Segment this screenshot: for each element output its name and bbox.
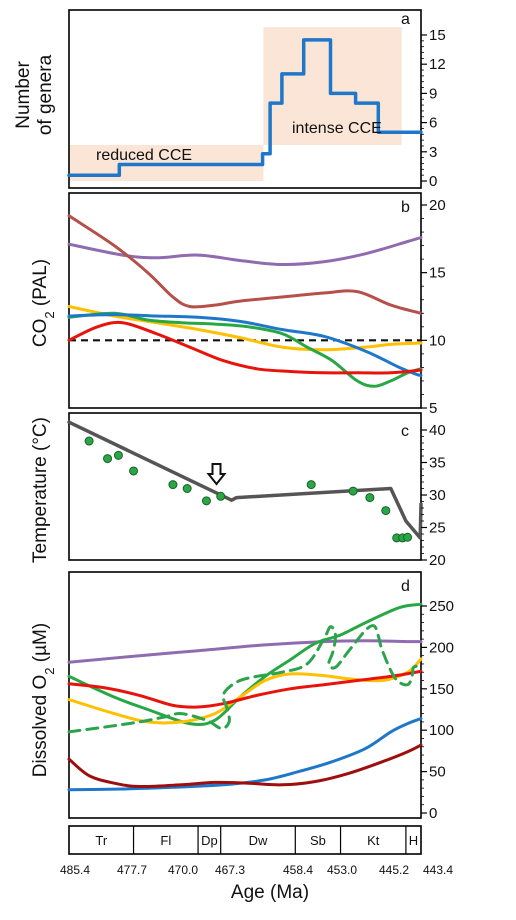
- stage-label: Kt: [367, 833, 380, 848]
- panel-frame-b: [68, 192, 422, 409]
- ytick-label-a: 0: [429, 173, 437, 190]
- co2-line-red: [67, 320, 423, 375]
- ytick-label-b: 5: [429, 400, 437, 417]
- co2-line-yellow: [67, 305, 423, 352]
- o2-line-blue: [67, 717, 423, 792]
- ytick-label-c: 35: [429, 455, 446, 472]
- ytick-label-b: 15: [429, 265, 446, 282]
- ytick-label-a: 15: [429, 27, 446, 44]
- stage-bar: Tr Fl Dp Dw Sb Kt H: [68, 825, 422, 855]
- panel-label-b: b: [401, 199, 410, 216]
- temperature-point: [381, 506, 391, 516]
- ylabel-a-line1: Number: [13, 61, 34, 129]
- ytick-label-a: 6: [429, 115, 437, 132]
- ytick-label-c: 25: [429, 520, 446, 537]
- ytick-label-d: 250: [429, 598, 454, 615]
- panel-label-c: c: [401, 423, 409, 440]
- o2-line-purple: [67, 639, 423, 664]
- age-tick-labels: 485.4 477.7 470.0 467.3 458.4 453.0 445.2 443.4: [60, 863, 453, 877]
- ytick-label-d: 50: [429, 764, 446, 781]
- ytick-label-b: 20: [429, 197, 446, 214]
- stage-bar-frame: [68, 825, 422, 855]
- panel-frame-d: [68, 571, 422, 819]
- annotation-intense-cce: intense CCE: [292, 120, 382, 137]
- stage-label: H: [409, 833, 418, 848]
- ytick-label-c: 20: [429, 552, 446, 569]
- stage-label: Dp: [201, 833, 218, 848]
- temperature-point: [129, 466, 139, 476]
- stage-label: Fl: [160, 833, 171, 848]
- age-tick-label: 445.2: [379, 863, 409, 877]
- ytick-label-a: 3: [429, 144, 437, 161]
- age-tick-label: 443.4: [423, 863, 453, 877]
- y-axis-ticks: 0 3 6 9 12 15 5 10 15 20 20 25 30 35 40 0 50 100 150 200 250: [421, 27, 454, 822]
- ytick-label-b: 10: [429, 332, 446, 349]
- temperature-point: [201, 496, 211, 506]
- ytick-label-c: 40: [429, 422, 446, 439]
- annotation-reduced-cce: reduced CCE: [96, 147, 192, 164]
- ylabel-c: Temperature (°C): [30, 417, 51, 563]
- age-tick-label: 485.4: [60, 863, 90, 877]
- o2-line-green: [67, 602, 423, 727]
- co2-line-brown: [67, 214, 423, 315]
- temperature-trend-line: [67, 420, 423, 540]
- temperature-point: [168, 480, 178, 490]
- co2-line-purple: [67, 236, 423, 267]
- stage-label: Sb: [310, 833, 326, 848]
- temperature-point: [84, 436, 94, 446]
- stage-label: Dw: [249, 833, 268, 848]
- age-tick-label: 467.3: [215, 863, 245, 877]
- ytick-label-d: 150: [429, 681, 454, 698]
- o2-dashed-line: [67, 624, 423, 734]
- age-tick-label: 453.0: [327, 863, 357, 877]
- panel-frame-c: [68, 412, 422, 561]
- ytick-label-a: 12: [429, 56, 446, 73]
- temperature-point: [113, 450, 123, 460]
- temperature-point: [306, 480, 316, 490]
- x-axis-title: Age (Ma): [231, 882, 309, 903]
- age-tick-label: 477.7: [117, 863, 147, 877]
- down-arrow-icon: [206, 463, 227, 486]
- temperature-point: [365, 493, 375, 503]
- ylabel-d: Dissolved O2 (µM): [30, 623, 57, 777]
- ytick-label-d: 200: [429, 639, 454, 656]
- temperature-point: [182, 484, 192, 493]
- o2-line-darkred: [67, 743, 423, 789]
- temperature-point: [216, 491, 226, 501]
- o2-line-red: [67, 669, 423, 709]
- ylabel-a-line2: of genera: [35, 54, 56, 135]
- ytick-label-d: 100: [429, 722, 454, 739]
- ytick-label-a: 9: [429, 85, 437, 102]
- ytick-label-d: 0: [429, 805, 437, 822]
- age-tick-label: 470.0: [168, 863, 198, 877]
- temperature-point: [348, 486, 358, 496]
- data-series: [67, 38, 423, 792]
- co2-line-green: [67, 311, 423, 388]
- genera-step-line: [67, 38, 423, 177]
- age-tick-label: 458.4: [283, 863, 313, 877]
- ytick-label-c: 30: [429, 487, 446, 504]
- stage-label: Tr: [95, 833, 107, 848]
- ylabel-b: CO2 (PAL): [30, 259, 57, 347]
- panel-label-a: a: [401, 11, 410, 28]
- temperature-point: [103, 454, 113, 464]
- temperature-point: [403, 532, 413, 542]
- panel-label-d: d: [401, 578, 410, 595]
